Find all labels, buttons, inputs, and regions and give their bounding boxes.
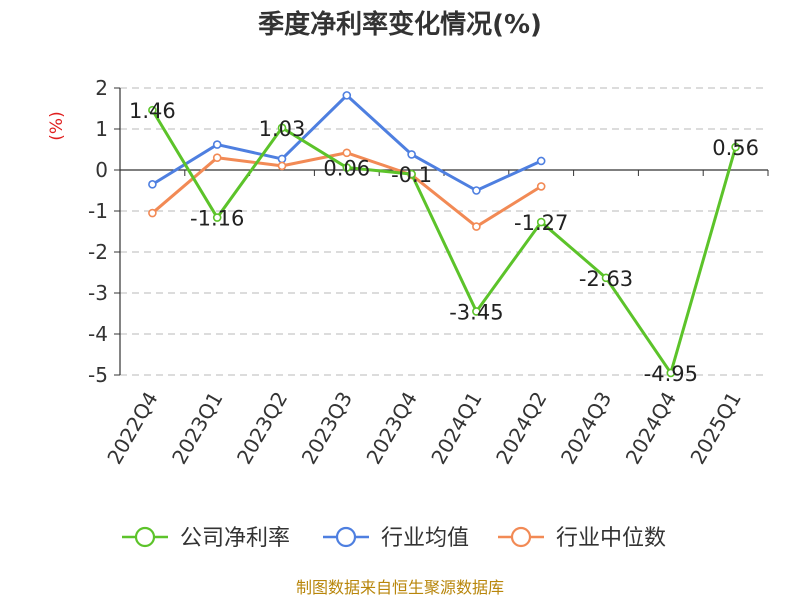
data-label: -0.1 <box>391 163 432 187</box>
x-tick-label: 2024Q2 <box>491 388 551 469</box>
legend-marker <box>510 526 532 548</box>
data-point <box>472 186 481 195</box>
x-tick-label: 2022Q4 <box>102 388 162 469</box>
data-point <box>472 222 481 231</box>
data-point <box>212 140 222 149</box>
legend: 公司净利率 行业均值 行业中位数 <box>122 526 666 551</box>
x-tick-label: 2023Q3 <box>297 388 357 469</box>
x-tick-label: 2024Q1 <box>426 388 486 469</box>
x-tick-label: 2024Q4 <box>621 388 681 469</box>
data-label: -3.45 <box>449 300 503 324</box>
data-label: 0.56 <box>712 136 759 160</box>
legend-marker <box>134 526 156 548</box>
source-note: 制图数据来自恒生聚源数据库 <box>296 578 504 597</box>
data-point <box>277 161 287 171</box>
data-point <box>148 180 157 189</box>
legend-item[interactable]: 公司净利率 <box>122 526 290 551</box>
legend-label: 行业均值 <box>381 526 469 551</box>
series <box>148 91 740 378</box>
data-point <box>212 213 222 222</box>
data-point <box>472 307 481 316</box>
y-tick-label: -5 <box>88 363 108 387</box>
data-point <box>342 148 352 158</box>
data-point <box>277 154 287 164</box>
x-tick-label: 2024Q3 <box>556 388 616 469</box>
data-label: -2.63 <box>579 267 633 291</box>
x-tick-label: 2023Q1 <box>167 388 227 469</box>
data-label: -1.16 <box>190 207 244 231</box>
series-line <box>151 109 738 375</box>
y-axis-label: (%) <box>47 111 67 140</box>
legend-label: 公司净利率 <box>180 526 290 551</box>
chart-title: 季度净利率变化情况(%) <box>258 9 542 40</box>
data-label: 0.06 <box>323 157 370 181</box>
y-tick-label: -2 <box>88 240 108 264</box>
data-point <box>666 368 676 378</box>
data-label: -1.27 <box>514 211 568 235</box>
y-tick-label: -4 <box>88 322 108 346</box>
grid <box>120 87 768 376</box>
data-label: 1.03 <box>259 117 306 141</box>
data-point <box>536 217 546 227</box>
x-tick-label: 2023Q4 <box>361 388 421 469</box>
data-point <box>342 91 352 100</box>
data-point <box>277 123 287 133</box>
legend-item[interactable]: 行业中位数 <box>498 526 666 551</box>
legend-item[interactable]: 行业均值 <box>323 526 469 551</box>
data-point <box>731 142 740 152</box>
data-point <box>536 156 546 166</box>
x-tick-label: 2023Q2 <box>232 388 292 469</box>
data-labels: 1.46 -1.16 1.03 0.06 -0.1 -3.45 -1.27 -2.63 -4.9… <box>129 99 759 386</box>
x-tick-label: 2025Q1 <box>685 388 745 469</box>
data-point <box>148 208 157 218</box>
y-tick-label: 1 <box>95 117 108 141</box>
y-tick-label: -1 <box>88 199 108 223</box>
legend-label: 行业中位数 <box>556 526 666 551</box>
legend-marker <box>335 526 357 548</box>
data-point <box>342 163 352 172</box>
data-point <box>536 182 546 191</box>
data-label: 1.46 <box>129 99 176 123</box>
data-point <box>407 150 416 159</box>
data-point <box>148 105 157 115</box>
data-point <box>212 153 222 162</box>
data-point <box>407 169 416 179</box>
y-tick-label: -3 <box>88 281 108 305</box>
data-label: -4.95 <box>644 362 698 386</box>
y-tick-label: 2 <box>95 76 108 100</box>
data-point <box>601 273 611 283</box>
y-tick-label: 0 <box>95 158 108 182</box>
